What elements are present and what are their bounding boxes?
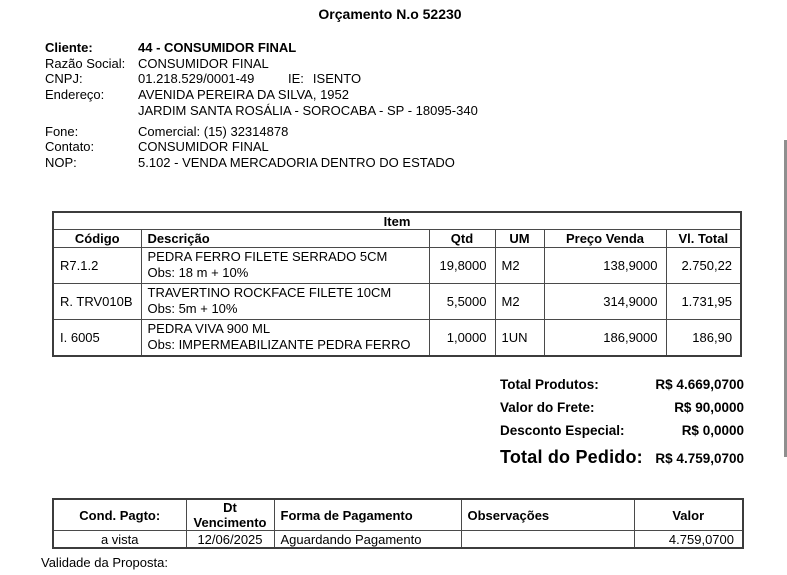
- column-header-cond-pagto: Cond. Pagto:: [52, 498, 187, 531]
- client-row-razao-social: Razão Social: CONSUMIDOR FINAL: [45, 56, 605, 72]
- valor-frete-label: Valor do Frete:: [500, 400, 595, 415]
- endereco-value: AVENIDA PEREIRA DA SILVA, 1952: [138, 87, 349, 103]
- column-header-qtd: Qtd: [428, 229, 496, 248]
- contato-label: Contato:: [45, 139, 95, 155]
- endereco-line2-value: JARDIM SANTA ROSÁLIA - SOROCABA - SP - 1…: [138, 102, 478, 118]
- descricao-text: PEDRA VIVA 900 ML: [147, 321, 271, 336]
- descricao-obs: Obs: 18 m + 10%: [147, 265, 249, 280]
- client-row-fone: Fone: Comercial: (15) 32314878: [45, 124, 605, 140]
- total-pedido-value: R$ 4.759,0700: [655, 451, 744, 466]
- payment-table: Cond. Pagto: Dt Vencimento Forma de Paga…: [52, 498, 744, 549]
- fone-label: Fone:: [45, 123, 79, 139]
- cell-observacoes: [460, 530, 635, 549]
- cell-qtd: 19,8000: [428, 247, 496, 284]
- cell-forma-pagamento: Aguardando Pagamento: [273, 530, 462, 549]
- total-pedido-label: Total do Pedido:: [500, 447, 643, 467]
- cell-cond-pagto: a vista: [52, 530, 187, 549]
- endereco-label: Endereço:: [45, 87, 105, 103]
- cell-um: M2: [494, 247, 545, 284]
- razao-social-value: CONSUMIDOR FINAL: [138, 55, 269, 71]
- desconto-especial-row: Desconto Especial: R$ 0,0000: [500, 423, 744, 446]
- cell-codigo: R. TRV010B: [52, 283, 142, 320]
- desconto-especial-label: Desconto Especial:: [500, 423, 625, 438]
- cell-codigo: I. 6005: [52, 319, 142, 357]
- column-header-codigo: Código: [52, 229, 142, 248]
- table-row: I. 6005 PEDRA VIVA 900 ML Obs: IMPERMEAB…: [52, 319, 742, 357]
- ie-value: ISENTO: [312, 71, 362, 87]
- total-produtos-label: Total Produtos:: [500, 377, 599, 392]
- client-info-block: Cliente: 44 - CONSUMIDOR FINAL Razão Soc…: [45, 40, 605, 171]
- cliente-value: 44 - CONSUMIDOR FINAL: [138, 40, 297, 55]
- descricao-text: TRAVERTINO ROCKFACE FILETE 10CM: [147, 285, 392, 300]
- table-row: R. TRV010B TRAVERTINO ROCKFACE FILETE 10…: [52, 283, 742, 320]
- fone-value: Comercial: (15) 32314878: [138, 123, 289, 139]
- client-row-endereco-line2: JARDIM SANTA ROSÁLIA - SOROCABA - SP - 1…: [45, 103, 605, 119]
- column-header-vl-total: Vl. Total: [665, 229, 742, 248]
- client-row-contato: Contato: CONSUMIDOR FINAL: [45, 139, 605, 155]
- cell-um: M2: [494, 283, 545, 320]
- cell-qtd: 5,5000: [428, 283, 496, 320]
- cell-descricao: PEDRA FERRO FILETE SERRADO 5CM Obs: 18 m…: [140, 247, 430, 284]
- descricao-obs: Obs: 5m + 10%: [147, 301, 238, 316]
- column-header-observacoes: Observações: [460, 498, 635, 531]
- column-header-um: UM: [494, 229, 545, 248]
- cell-valor: 4.759,0700: [633, 530, 744, 549]
- cell-vl-total: 2.750,22: [665, 247, 742, 284]
- validade-proposta-label: Validade da Proposta:: [41, 555, 168, 570]
- cell-codigo: R7.1.2: [52, 247, 142, 284]
- desconto-especial-value: R$ 0,0000: [681, 423, 744, 438]
- cell-dt-vencimento: 12/06/2025: [185, 530, 275, 549]
- cell-preco-venda: 186,9000: [543, 319, 667, 357]
- item-table-header-row: Código Descrição Qtd UM Preço Venda Vl. …: [52, 229, 742, 248]
- cell-um: 1UN: [494, 319, 545, 357]
- column-header-dt-vencimento: Dt Vencimento: [185, 498, 275, 531]
- table-row: R7.1.2 PEDRA FERRO FILETE SERRADO 5CM Ob…: [52, 247, 742, 284]
- cell-descricao: TRAVERTINO ROCKFACE FILETE 10CM Obs: 5m …: [140, 283, 430, 320]
- cnpj-label: CNPJ:: [45, 71, 83, 87]
- table-row: a vista 12/06/2025 Aguardando Pagamento …: [52, 530, 744, 549]
- valor-frete-row: Valor do Frete: R$ 90,0000: [500, 400, 744, 423]
- page-title: Orçamento N.o 52230: [318, 6, 462, 22]
- client-row-endereco: Endereço: AVENIDA PEREIRA DA SILVA, 1952: [45, 87, 605, 103]
- contato-value: CONSUMIDOR FINAL: [138, 139, 269, 155]
- cell-preco-venda: 138,9000: [543, 247, 667, 284]
- cell-preco-venda: 314,9000: [543, 283, 667, 320]
- nop-label: NOP:: [45, 154, 77, 170]
- column-header-descricao: Descrição: [140, 229, 430, 248]
- item-table-group-header-row: Item: [52, 211, 742, 230]
- column-header-valor: Valor: [633, 498, 744, 531]
- right-edge-scrollbar-thumb[interactable]: [784, 140, 787, 457]
- cliente-label: Cliente:: [45, 40, 93, 55]
- valor-frete-value: R$ 90,0000: [674, 400, 744, 415]
- ie-label: IE:: [288, 71, 304, 87]
- cnpj-value: 01.218.529/0001-49: [138, 71, 255, 87]
- total-produtos-value: R$ 4.669,0700: [655, 377, 744, 392]
- client-row-cnpj: CNPJ: 01.218.529/0001-49 IE: ISENTO: [45, 71, 605, 87]
- total-produtos-row: Total Produtos: R$ 4.669,0700: [500, 377, 744, 400]
- cell-vl-total: 186,90: [665, 319, 742, 357]
- cell-vl-total: 1.731,95: [665, 283, 742, 320]
- item-table-group-header: Item: [52, 211, 742, 230]
- cell-descricao: PEDRA VIVA 900 ML Obs: IMPERMEABILIZANTE…: [140, 319, 430, 357]
- cell-qtd: 1,0000: [428, 319, 496, 357]
- item-table: Item Código Descrição Qtd UM Preço Venda…: [52, 211, 743, 357]
- nop-value: 5.102 - VENDA MERCADORIA DENTRO DO ESTAD…: [138, 154, 455, 170]
- client-row-cliente: Cliente: 44 - CONSUMIDOR FINAL: [45, 40, 605, 56]
- descricao-text: PEDRA FERRO FILETE SERRADO 5CM: [147, 249, 388, 264]
- razao-social-label: Razão Social:: [45, 55, 126, 71]
- descricao-obs: Obs: IMPERMEABILIZANTE PEDRA FERRO: [147, 337, 411, 352]
- column-header-forma-pagamento: Forma de Pagamento: [273, 498, 462, 531]
- totals-block: Total Produtos: R$ 4.669,0700 Valor do F…: [500, 377, 744, 473]
- endereco-spacer: [45, 103, 138, 119]
- client-row-nop: NOP: 5.102 - VENDA MERCADORIA DENTRO DO …: [45, 155, 605, 171]
- total-pedido-row: Total do Pedido: R$ 4.759,0700: [500, 447, 744, 473]
- column-header-preco-venda: Preço Venda: [543, 229, 667, 248]
- payment-table-header-row: Cond. Pagto: Dt Vencimento Forma de Paga…: [52, 498, 744, 531]
